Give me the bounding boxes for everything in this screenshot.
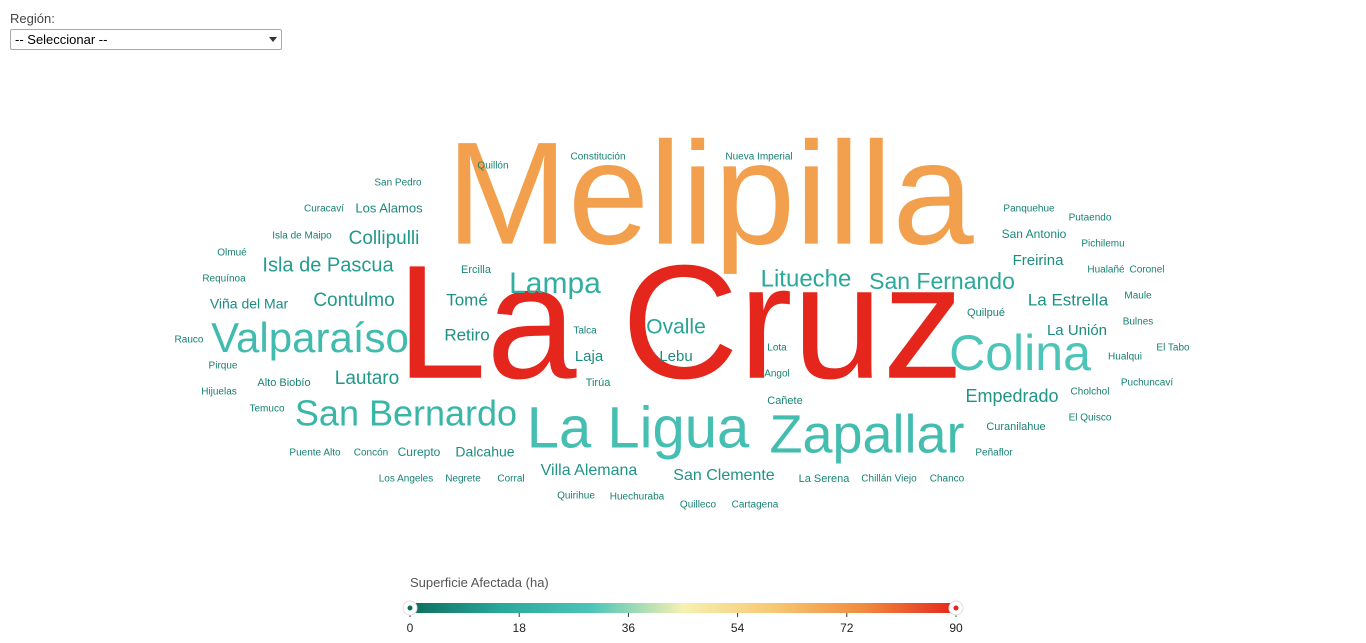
word-la-ligua[interactable]: La Ligua: [527, 395, 750, 460]
word-valparaiso[interactable]: Valparaíso: [211, 314, 409, 361]
word-puchuncavi[interactable]: Puchuncaví: [1121, 378, 1173, 389]
legend-tick-label: 54: [731, 621, 745, 635]
word-curanilahue[interactable]: Curanilahue: [986, 421, 1045, 433]
word-curepto[interactable]: Curepto: [398, 445, 441, 459]
word-hijuelas[interactable]: Hijuelas: [201, 387, 237, 398]
word-tirua[interactable]: Tirúa: [586, 377, 612, 389]
word-contulmo[interactable]: Contulmo: [313, 290, 394, 311]
word-pirque[interactable]: Pirque: [209, 361, 238, 372]
chevron-down-icon[interactable]: [269, 37, 277, 42]
word-zapallar[interactable]: Zapallar: [769, 404, 964, 464]
legend-tick-label: 72: [840, 621, 854, 635]
word-san-pedro[interactable]: San Pedro: [374, 178, 422, 189]
word-chillan-viejo[interactable]: Chillán Viejo: [861, 474, 917, 485]
word-huechuraba[interactable]: Huechuraba: [610, 492, 665, 503]
word-olmue[interactable]: Olmué: [217, 248, 247, 259]
word-lautaro[interactable]: Lautaro: [335, 368, 399, 389]
word-penaflor[interactable]: Peñaflor: [975, 448, 1013, 459]
word-curacavi[interactable]: Curacaví: [304, 204, 344, 215]
word-quilpue[interactable]: Quilpué: [967, 307, 1005, 319]
word-quillon[interactable]: Quillón: [477, 161, 508, 172]
word-angol[interactable]: Angol: [764, 369, 790, 380]
word-lampa[interactable]: Lampa: [509, 267, 601, 300]
word-san-fernando[interactable]: San Fernando: [869, 268, 1015, 294]
word-san-clemente[interactable]: San Clemente: [673, 467, 774, 484]
word-laja[interactable]: Laja: [575, 348, 604, 365]
word-empedrado[interactable]: Empedrado: [965, 386, 1058, 406]
word-coronel[interactable]: Coronel: [1129, 265, 1164, 276]
color-legend: 0 18 36 54 72 90: [402, 600, 964, 635]
region-select-value: -- Seleccionar --: [15, 32, 108, 47]
word-alto-biobio[interactable]: Alto Biobío: [257, 377, 310, 389]
legend-tick-label: 36: [622, 621, 636, 635]
word-el-tabo[interactable]: El Tabo: [1156, 343, 1190, 354]
word-la-estrella[interactable]: La Estrella: [1028, 290, 1109, 309]
word-negrete[interactable]: Negrete: [445, 474, 481, 485]
word-la-union[interactable]: La Unión: [1047, 322, 1107, 339]
word-pichilemu[interactable]: Pichilemu: [1081, 239, 1124, 250]
word-maule[interactable]: Maule: [1124, 291, 1152, 302]
word-villa-alemana[interactable]: Villa Alemana: [541, 462, 638, 479]
word-la-serena[interactable]: La Serena: [799, 473, 851, 485]
legend-title: Superficie Afectada (ha): [410, 575, 549, 590]
word-los-alamos[interactable]: Los Alamos: [355, 200, 423, 215]
word-la-cruz[interactable]: La Cruz: [396, 232, 963, 413]
word-cartagena[interactable]: Cartagena: [732, 500, 779, 511]
region-filter-label: Región:: [10, 11, 55, 26]
word-hualqui[interactable]: Hualqui: [1108, 352, 1142, 363]
word-collipulli[interactable]: Collipulli: [349, 228, 420, 249]
word-vina-del-mar[interactable]: Viña del Mar: [210, 296, 289, 312]
word-ercilla[interactable]: Ercilla: [461, 264, 492, 276]
legend-gradient-bar: [410, 603, 956, 613]
word-putaendo[interactable]: Putaendo: [1069, 213, 1112, 224]
word-isla-de-maipo[interactable]: Isla de Maipo: [272, 231, 332, 242]
word-retiro[interactable]: Retiro: [444, 325, 489, 344]
word-lebu[interactable]: Lebu: [659, 348, 692, 365]
word-san-antonio[interactable]: San Antonio: [1002, 227, 1067, 241]
word-rauco[interactable]: Rauco: [175, 335, 204, 346]
word-panquehue[interactable]: Panquehue: [1003, 204, 1055, 215]
word-lota[interactable]: Lota: [767, 343, 787, 354]
word-colina[interactable]: Colina: [949, 325, 1091, 381]
word-melipilla[interactable]: Melipilla: [446, 112, 974, 275]
word-litueche[interactable]: Litueche: [761, 265, 852, 292]
word-puente-alto[interactable]: Puente Alto: [289, 448, 341, 459]
word-cholchol[interactable]: Cholchol: [1071, 387, 1110, 398]
word-isla-de-pascua[interactable]: Isla de Pascua: [262, 254, 394, 276]
word-ovalle[interactable]: Ovalle: [646, 316, 706, 339]
legend-tick-label: 0: [407, 621, 414, 635]
word-concon[interactable]: Concón: [354, 448, 388, 459]
word-tome[interactable]: Tomé: [446, 290, 488, 309]
word-hualane[interactable]: Hualañé: [1087, 265, 1125, 276]
legend-max-handle-dot: [953, 605, 959, 611]
word-chanco[interactable]: Chanco: [930, 474, 965, 485]
region-select[interactable]: -- Seleccionar --: [10, 29, 282, 50]
legend-tick-label: 18: [513, 621, 527, 635]
word-constitucion[interactable]: Constitución: [570, 152, 625, 163]
word-corral[interactable]: Corral: [497, 474, 524, 485]
word-dalcahue[interactable]: Dalcahue: [455, 444, 514, 460]
word-los-angeles[interactable]: Los Angeles: [379, 474, 434, 485]
word-nueva-imperial[interactable]: Nueva Imperial: [725, 152, 792, 163]
word-freirina[interactable]: Freirina: [1013, 252, 1065, 269]
word-bulnes[interactable]: Bulnes: [1123, 317, 1154, 328]
word-san-bernardo[interactable]: San Bernardo: [295, 393, 517, 434]
word-quirihue[interactable]: Quirihue: [557, 491, 595, 502]
word-quilleco[interactable]: Quilleco: [680, 500, 717, 511]
legend-min-handle-dot: [407, 605, 413, 611]
word-canete[interactable]: Cañete: [767, 395, 802, 407]
word-temuco[interactable]: Temuco: [249, 404, 284, 415]
word-el-quisco[interactable]: El Quisco: [1069, 413, 1112, 424]
word-talca[interactable]: Talca: [573, 326, 597, 337]
legend-tick-label: 90: [949, 621, 963, 635]
word-requinoa[interactable]: Requínoa: [202, 274, 246, 285]
